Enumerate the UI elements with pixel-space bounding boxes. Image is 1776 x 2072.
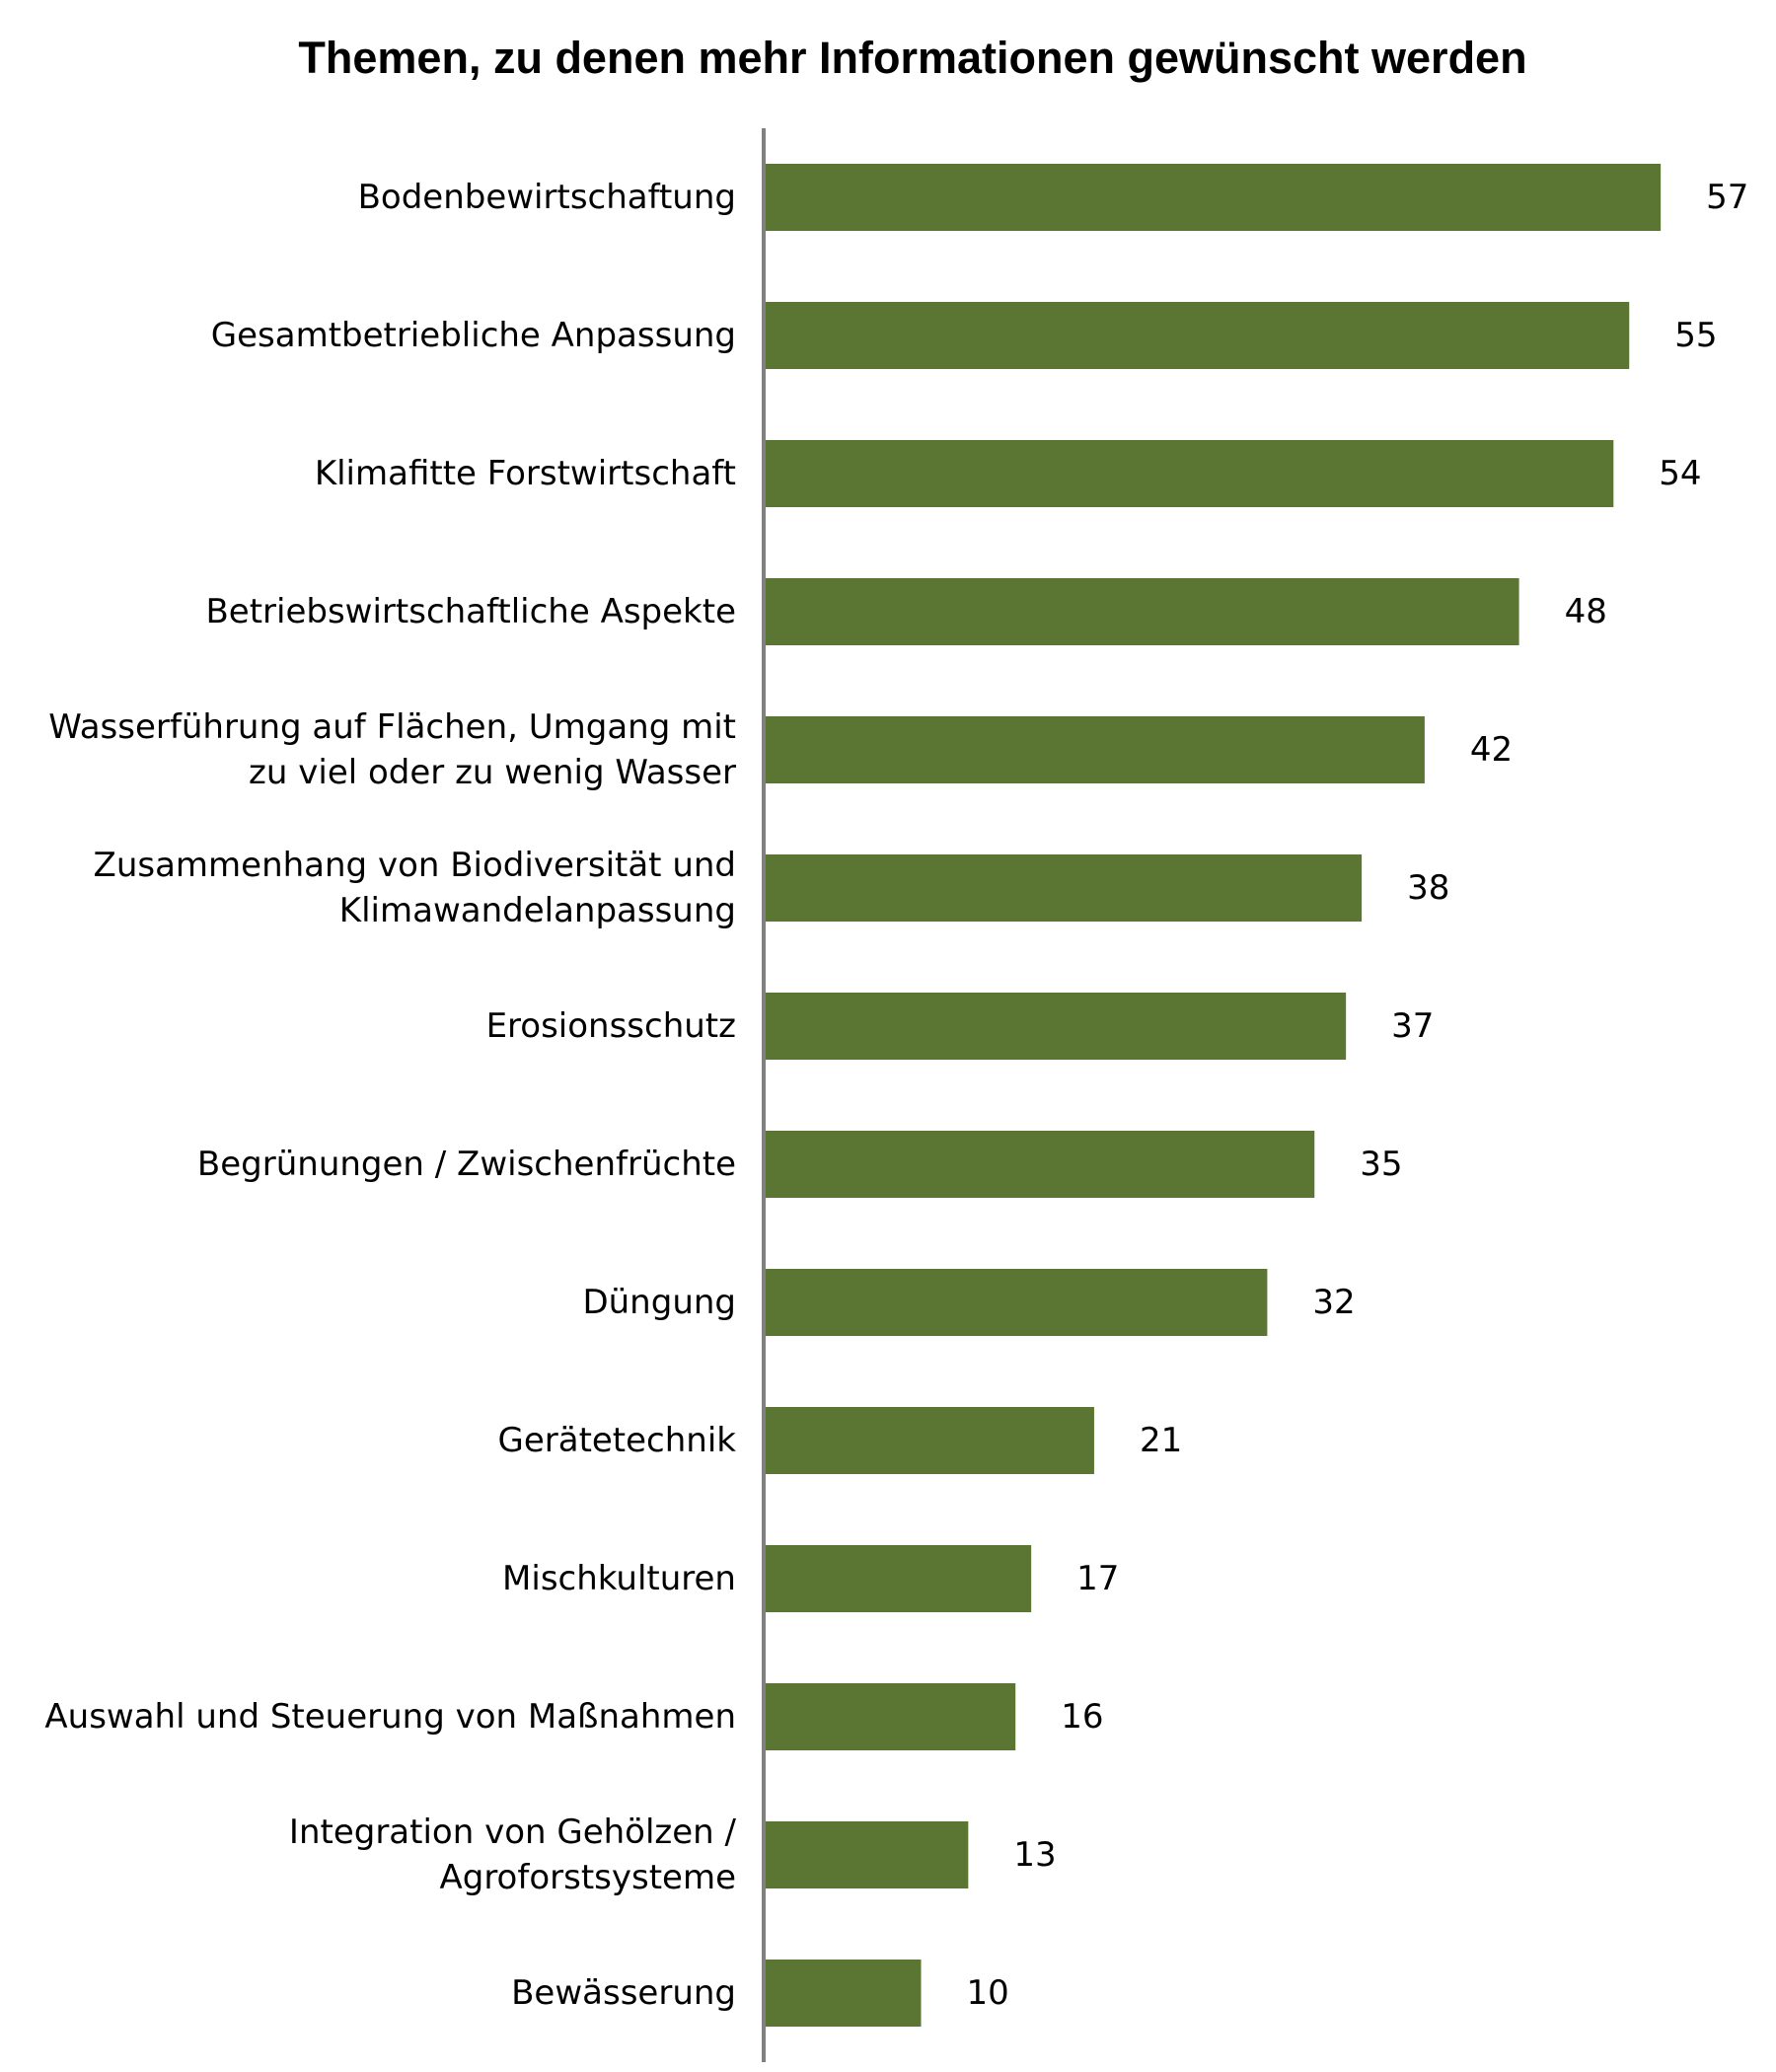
value-label: 21 [1140,1421,1182,1460]
category-label: Klimawandelanpassung [339,891,736,930]
value-label: 35 [1360,1145,1402,1184]
category-label: Agroforstsysteme [439,1858,736,1897]
value-label: 57 [1706,178,1748,217]
bar [764,578,1519,645]
category-label: zu viel oder zu wenig Wasser [249,753,736,792]
bar [764,1821,969,1888]
bar [764,993,1347,1060]
bar [764,164,1662,231]
bar [764,440,1614,507]
value-label: 48 [1565,592,1607,631]
category-label: Düngung [582,1283,736,1322]
category-label: Zusammenhang von Biodiversität und [94,846,736,885]
value-label: 16 [1061,1697,1103,1737]
category-label: Klimafitte Forstwirtschaft [315,454,736,493]
category-label: Gesamtbetriebliche Anpassung [211,316,736,355]
category-label: Integration von Gehölzen / [289,1813,737,1852]
category-label: Auswahl und Steuerung von Maßnahmen [44,1697,736,1737]
bar [764,1683,1016,1750]
bar [764,716,1425,783]
value-label: 10 [967,1973,1009,2013]
category-label: Wasserführung auf Flächen, Umgang mit [48,707,736,747]
value-label: 32 [1312,1283,1355,1322]
bar [764,1131,1315,1198]
bar [764,302,1630,369]
bar [764,1269,1268,1336]
category-label: Mischkulturen [502,1559,736,1598]
category-label: Bewässerung [511,1973,736,2013]
chart-title: Themen, zu denen mehr Informationen gewü… [298,33,1526,83]
bar [764,854,1363,922]
category-label: Bodenbewirtschaftung [358,178,736,217]
bars-group: 57 Bodenbewirtschaftung 55 Gesamtbetrieblic… [44,164,1748,2027]
value-label: 55 [1674,316,1717,355]
value-label: 13 [1013,1835,1056,1875]
value-label: 17 [1076,1559,1119,1598]
bar [764,1407,1094,1474]
category-label: Betriebswirtschaftliche Aspekte [205,592,736,631]
category-label: Begrünungen / Zwischenfrüchte [197,1145,736,1184]
bar [764,1545,1032,1612]
value-label: 54 [1659,454,1701,493]
category-label: Gerätetechnik [497,1421,736,1460]
bar [764,1960,922,2027]
category-label: Erosionsschutz [486,1006,736,1046]
value-label: 37 [1391,1006,1434,1046]
value-label: 42 [1470,730,1513,770]
value-label: 38 [1407,868,1449,908]
